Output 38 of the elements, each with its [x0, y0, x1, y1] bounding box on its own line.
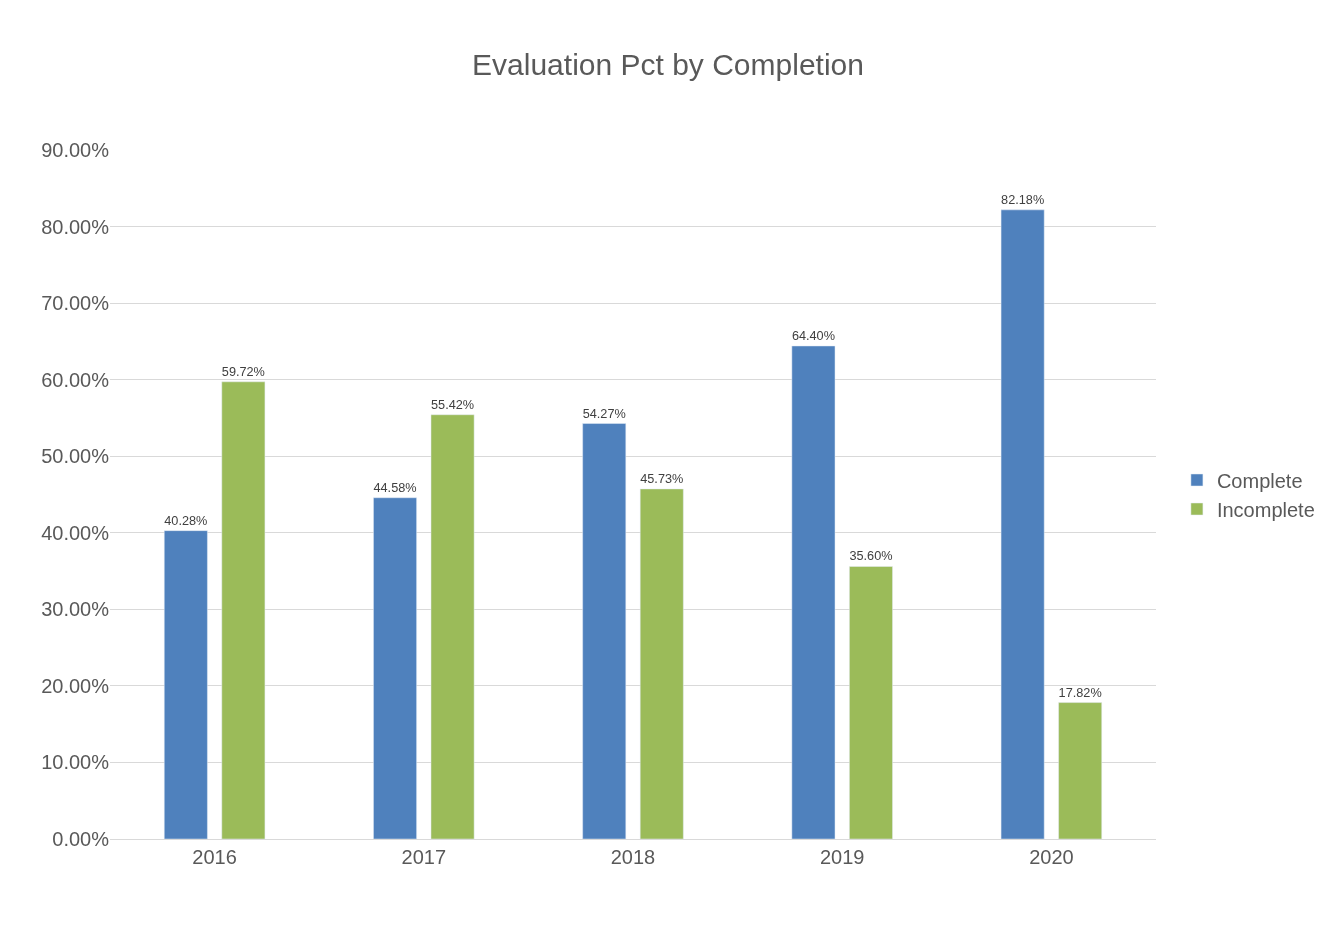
data-label: 54.27%	[582, 405, 626, 421]
data-label: 44.58%	[373, 479, 417, 495]
x-tick-label: 2016	[192, 846, 237, 868]
bar	[791, 345, 836, 839]
bar	[639, 488, 684, 839]
data-label: 55.42%	[431, 396, 475, 412]
x-tick-label: 2017	[401, 846, 447, 868]
y-tick-label: 70.00%	[41, 292, 110, 315]
x-tick-label: 2018	[610, 846, 656, 868]
y-tick-label: 90.00%	[41, 139, 110, 161]
y-tick-label: 20.00%	[41, 674, 110, 697]
data-label: 64.40%	[791, 327, 835, 343]
x-tick-label: 2020	[1029, 846, 1074, 868]
y-tick-label: 0.00%	[52, 828, 110, 850]
bar	[582, 423, 627, 839]
bar	[373, 497, 417, 839]
data-label: 35.60%	[849, 548, 893, 564]
data-label: 82.18%	[1001, 191, 1045, 207]
legend-label: Complete	[1216, 469, 1303, 492]
bar	[430, 414, 475, 839]
y-tick-label: 80.00%	[41, 215, 110, 238]
bar	[164, 530, 208, 839]
y-tick-label: 30.00%	[41, 598, 110, 621]
y-tick-label: 50.00%	[41, 445, 110, 468]
y-tick-label: 10.00%	[41, 751, 110, 774]
bar	[849, 566, 893, 839]
legend-label: Incomplete	[1216, 498, 1315, 521]
chart-title: Evaluation Pct by Completion	[472, 48, 864, 81]
bar	[1000, 209, 1045, 839]
bar	[1058, 702, 1102, 839]
data-label: 17.82%	[1058, 684, 1102, 700]
bar	[221, 381, 266, 839]
y-tick-label: 40.00%	[41, 521, 110, 544]
data-label: 45.73%	[640, 470, 684, 486]
x-tick-label: 2019	[819, 846, 865, 868]
y-tick-label: 60.00%	[41, 368, 110, 391]
data-label: 59.72%	[221, 363, 265, 379]
data-label: 40.28%	[164, 512, 208, 528]
